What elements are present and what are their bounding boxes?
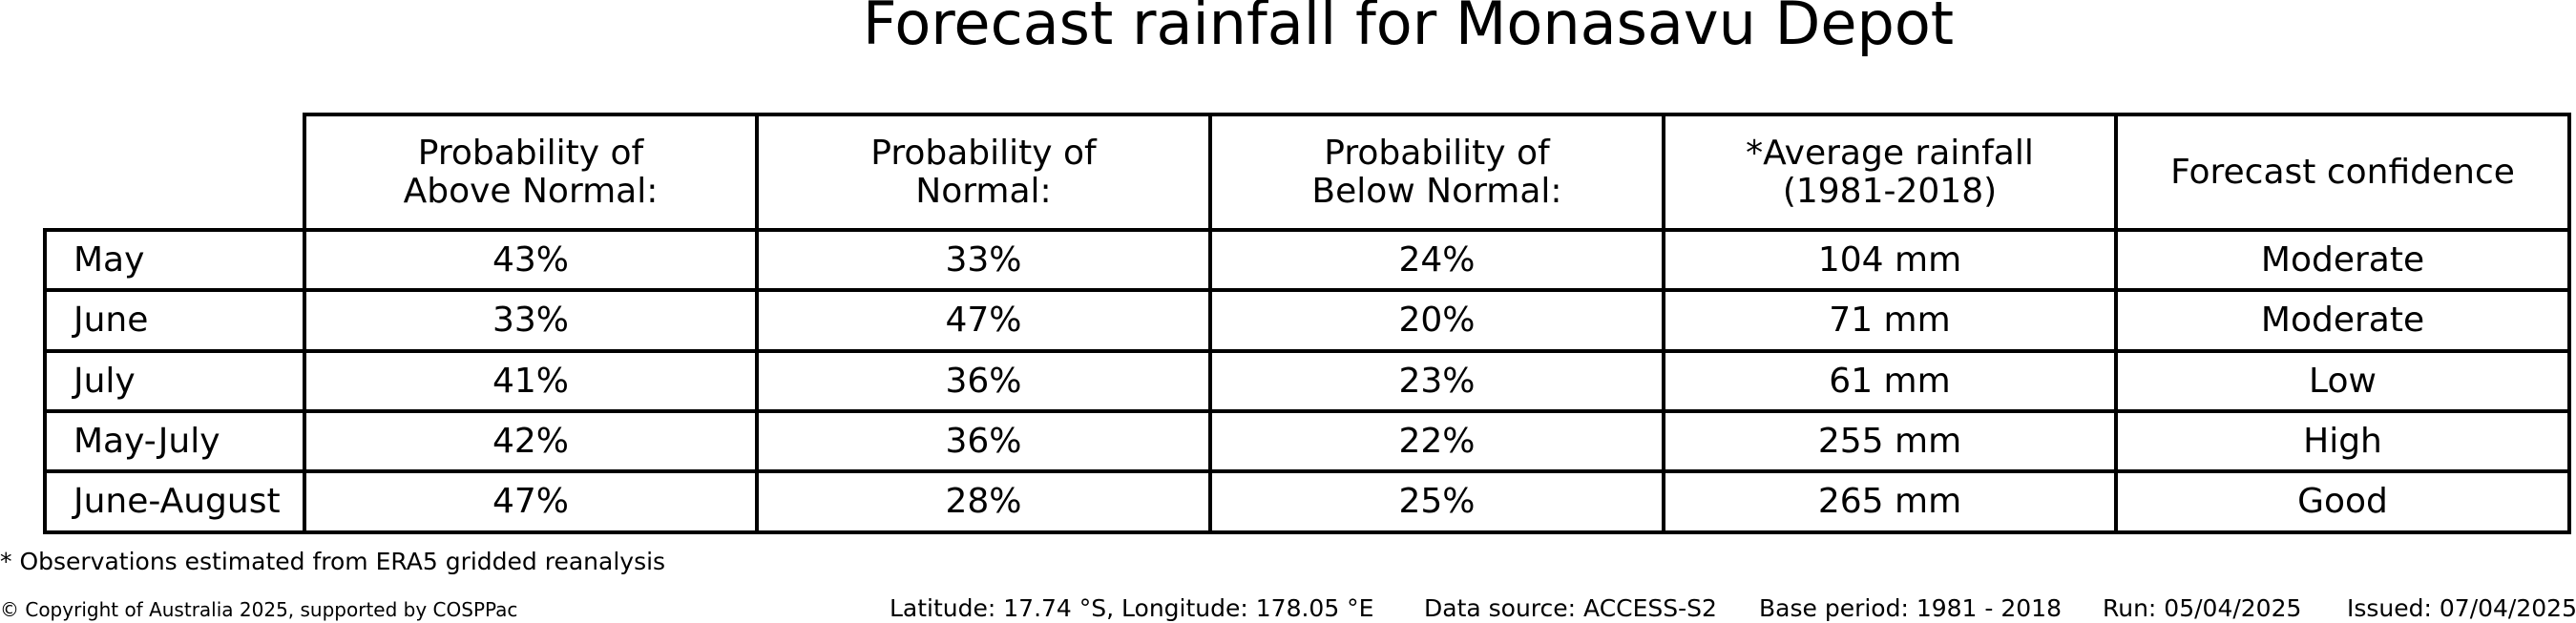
table-row-divider [43,288,2571,292]
table-border-top [303,113,2571,116]
footnote: * Observations estimated from ERA5 gridd… [0,548,666,575]
table-column-divider [303,113,306,534]
table-cell: 25% [1398,482,1476,521]
table-cell: Low [2309,361,2377,401]
column-header: Forecast confidence [2170,152,2515,192]
table-cell: 36% [945,421,1022,461]
table-row-divider [43,409,2571,413]
table-cell: Good [2297,482,2388,521]
table-cell: 255 mm [1817,421,1962,461]
table-cell: 33% [492,301,569,340]
table-cell: 47% [492,482,569,521]
table-cell: 42% [492,421,569,461]
table-cell: 23% [1398,361,1476,401]
table-column-divider [755,113,759,534]
row-label: May [73,239,145,280]
table-row-divider [43,349,2571,353]
table-cell: 28% [945,482,1022,521]
row-label: July [73,361,136,401]
column-header: *Average rainfall (1981-2018) [1746,133,2034,211]
table-cell: 36% [945,361,1022,401]
table-column-divider [2567,113,2571,534]
table-row-divider [43,469,2571,473]
table-row-divider [43,228,2571,232]
column-header: Probability of Below Normal: [1311,133,1562,211]
column-header: Probability of Above Normal: [403,133,659,211]
row-label: May-July [73,421,220,461]
table-column-divider [1208,113,1212,534]
row-label: June-August [73,482,281,521]
issued-date-text: Issued: 07/04/2025 [2347,594,2576,622]
table-cell: 41% [492,361,569,401]
table-cell: 33% [945,239,1022,280]
table-row-divider [43,530,2571,534]
table-cell: 20% [1398,301,1476,340]
table-cell: High [2303,421,2382,461]
table-border-left [43,228,47,534]
table-cell: 22% [1398,421,1476,461]
table-cell: 104 mm [1817,239,1962,280]
table-column-divider [1662,113,1665,534]
table-cell: 47% [945,301,1022,340]
page-title: Forecast rainfall for Monasavu Depot [862,0,1955,58]
table-cell: 24% [1398,239,1476,280]
table-cell: 61 mm [1829,361,1951,401]
table-cell: 265 mm [1817,482,1962,521]
table-cell: Moderate [2260,301,2425,340]
location-text: Latitude: 17.74 °S, Longitude: 178.05 °E [890,594,1374,622]
run-date-text: Run: 05/04/2025 [2103,594,2302,622]
table-column-divider [2114,113,2118,534]
base-period-text: Base period: 1981 - 2018 [1759,594,2062,622]
column-header: Probability of Normal: [870,133,1097,211]
table-cell: Moderate [2260,239,2425,280]
data-source-text: Data source: ACCESS-S2 [1424,594,1717,622]
row-label: June [73,301,149,340]
table-cell: 71 mm [1829,301,1951,340]
copyright-text: © Copyright of Australia 2025, supported… [0,598,518,621]
table-cell: 43% [492,239,569,280]
